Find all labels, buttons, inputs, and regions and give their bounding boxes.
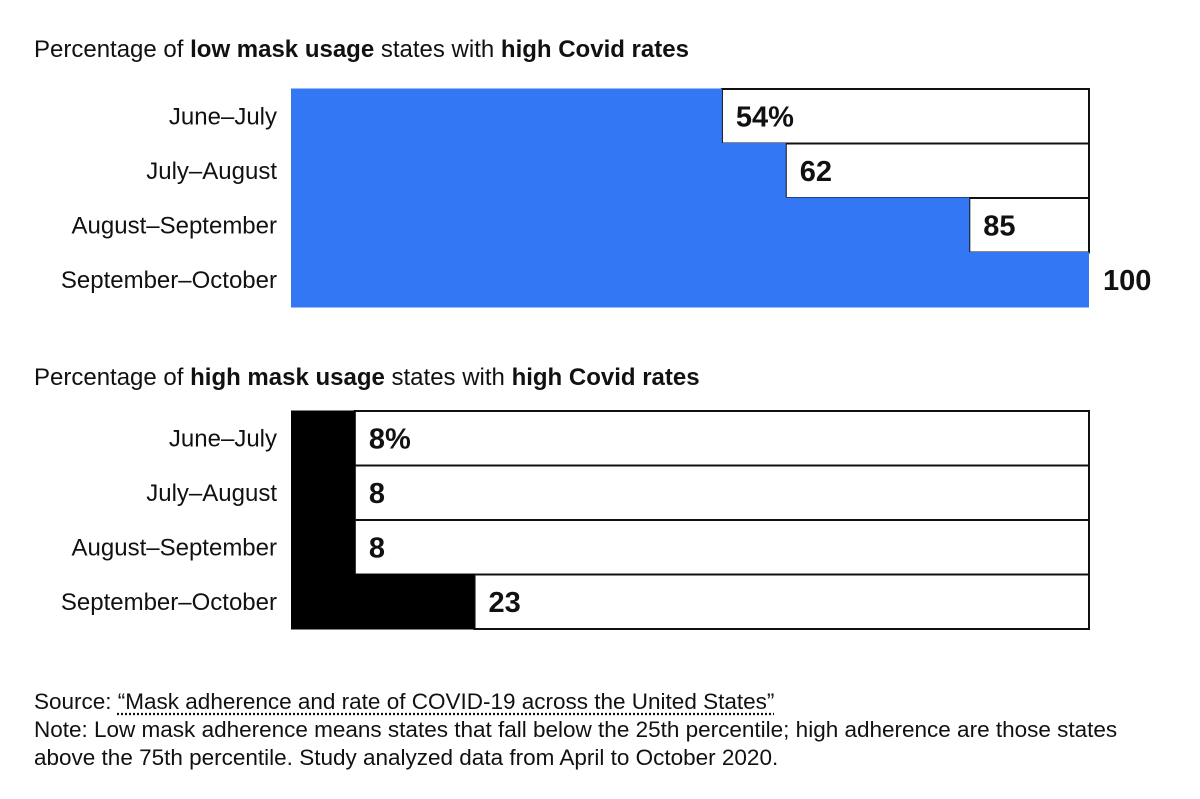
low-mask-bar xyxy=(291,143,786,199)
chart-1-title-part: high Covid rates xyxy=(500,36,689,63)
high-mask-bar xyxy=(291,574,475,630)
value-label: 8 xyxy=(369,478,385,510)
chart-2-title: Percentage of high mask usage states wit… xyxy=(34,364,700,392)
high-mask-remainder-cell xyxy=(353,519,1090,576)
footer: Source: “Mask adherence and rate of COVI… xyxy=(34,688,1174,772)
high-mask-bar-chart: June–July July–August August–September Sept… xyxy=(61,410,1091,630)
high-mask-bar xyxy=(291,519,355,575)
low-mask-bar xyxy=(291,197,970,253)
category-label: June–July xyxy=(169,103,277,130)
note-text: Note: Low mask adherence means states th… xyxy=(34,717,1118,770)
low-mask-bar-chart: June–July July–August August–September Sept… xyxy=(61,88,1151,308)
low-mask-bar xyxy=(291,252,1089,308)
value-label: 62 xyxy=(800,156,832,188)
chart-2-title-part: states with xyxy=(384,364,512,391)
low-mask-bar xyxy=(291,88,722,144)
value-label: 100 xyxy=(1103,265,1151,297)
value-label: 54% xyxy=(736,101,794,133)
chart-1-title-part: Percentage of xyxy=(34,36,191,63)
category-label: July–August xyxy=(146,158,277,185)
high-mask-remainder-cell xyxy=(353,464,1090,521)
high-mask-bar xyxy=(291,410,355,466)
category-label: July–August xyxy=(146,480,277,507)
category-label: June–July xyxy=(169,425,277,452)
category-label: September–October xyxy=(61,589,277,616)
chart-2-title-part: high Covid rates xyxy=(511,364,700,391)
category-label: August–September xyxy=(72,212,277,239)
low-mask-remainder-cell xyxy=(784,142,1090,199)
high-mask-remainder-cell xyxy=(473,573,1091,630)
high-mask-remainder-cell xyxy=(353,410,1090,467)
chart-1-title-part: low mask usage xyxy=(190,36,375,63)
low-mask-remainder-cell xyxy=(720,88,1090,145)
high-mask-bar xyxy=(291,465,355,521)
value-label: 8 xyxy=(369,532,385,564)
value-label: 8% xyxy=(369,423,411,455)
category-label: September–October xyxy=(61,267,277,294)
chart-1-title: Percentage of low mask usage states with… xyxy=(34,36,689,64)
value-label: 85 xyxy=(983,210,1015,242)
category-label: August–September xyxy=(72,534,277,561)
chart-2-title-part: high mask usage xyxy=(190,364,385,391)
chart-1-title-part: states with xyxy=(374,36,501,63)
source-prefix: Source: xyxy=(34,689,118,714)
chart-2-title-part: Percentage of xyxy=(34,364,191,391)
source-link[interactable]: “Mask adherence and rate of COVID-19 acr… xyxy=(117,689,775,714)
source-line: Source: “Mask adherence and rate of COVI… xyxy=(34,688,1174,716)
value-label: 23 xyxy=(489,587,521,619)
